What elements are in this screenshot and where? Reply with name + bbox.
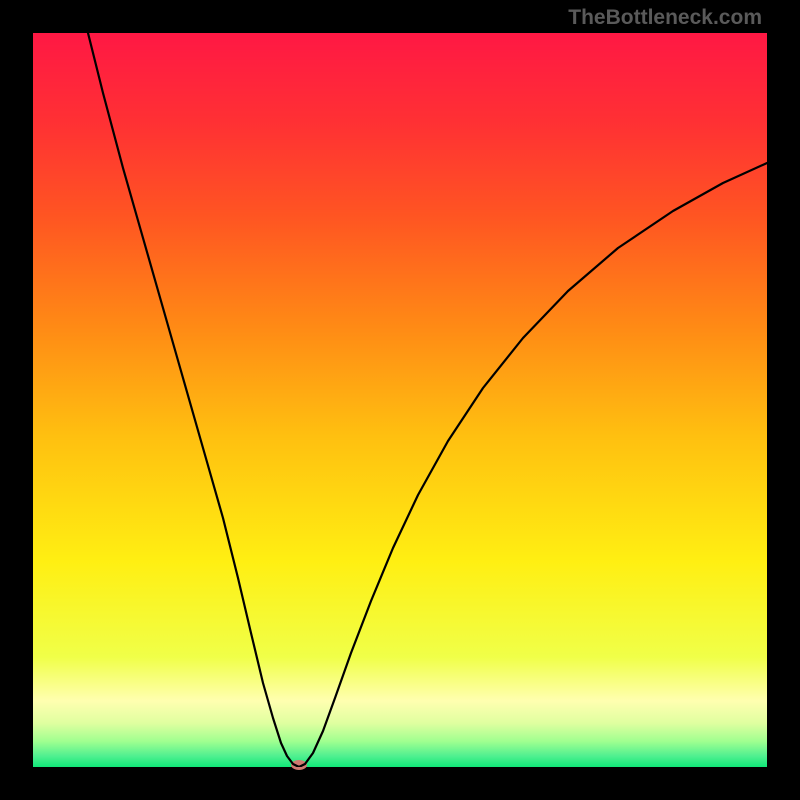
bottleneck-curve <box>33 33 767 767</box>
watermark-text: TheBottleneck.com <box>568 6 762 30</box>
chart-frame: TheBottleneck.com <box>0 0 800 800</box>
plot-area <box>33 33 767 767</box>
